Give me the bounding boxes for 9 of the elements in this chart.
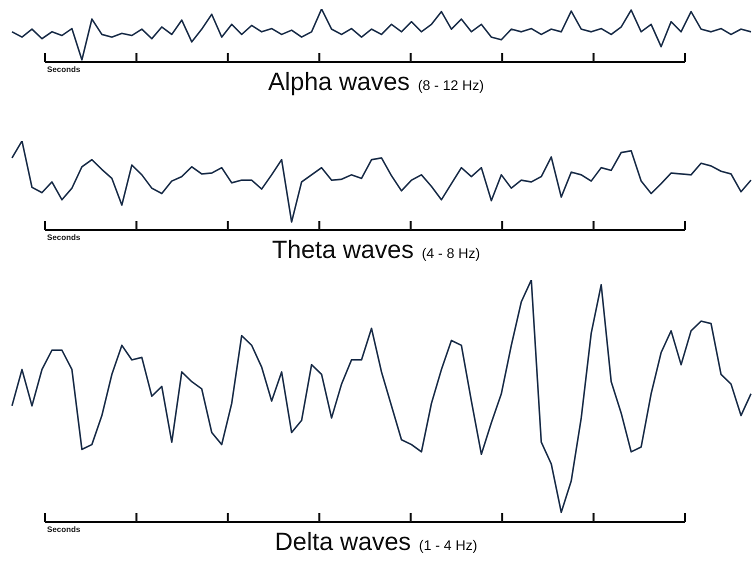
x-axis-title: Seconds xyxy=(47,65,80,74)
text: (4 - 8 Hz) xyxy=(422,245,480,261)
x-axis-title: Seconds xyxy=(47,233,80,242)
text: (1 - 4 Hz) xyxy=(418,537,478,553)
text: Delta waves xyxy=(274,528,411,556)
x-axis-title: Seconds xyxy=(47,525,80,534)
text: (8 - 12 Hz) xyxy=(418,77,484,93)
text: Theta waves xyxy=(272,236,414,264)
text: Alpha waves xyxy=(268,68,410,96)
